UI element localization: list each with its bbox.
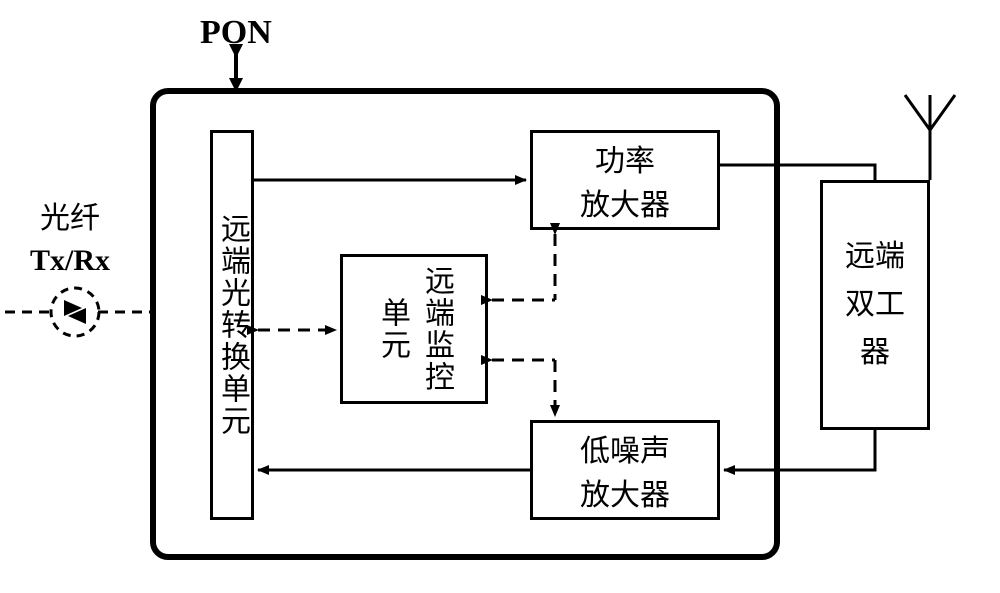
fiber-icon-circle [51,288,99,336]
connectors-svg [0,0,1000,593]
dup-to-lna-arrow [724,430,875,470]
pa-to-dup-line [720,165,875,180]
antenna-right [930,95,955,130]
antenna-left [905,95,930,130]
